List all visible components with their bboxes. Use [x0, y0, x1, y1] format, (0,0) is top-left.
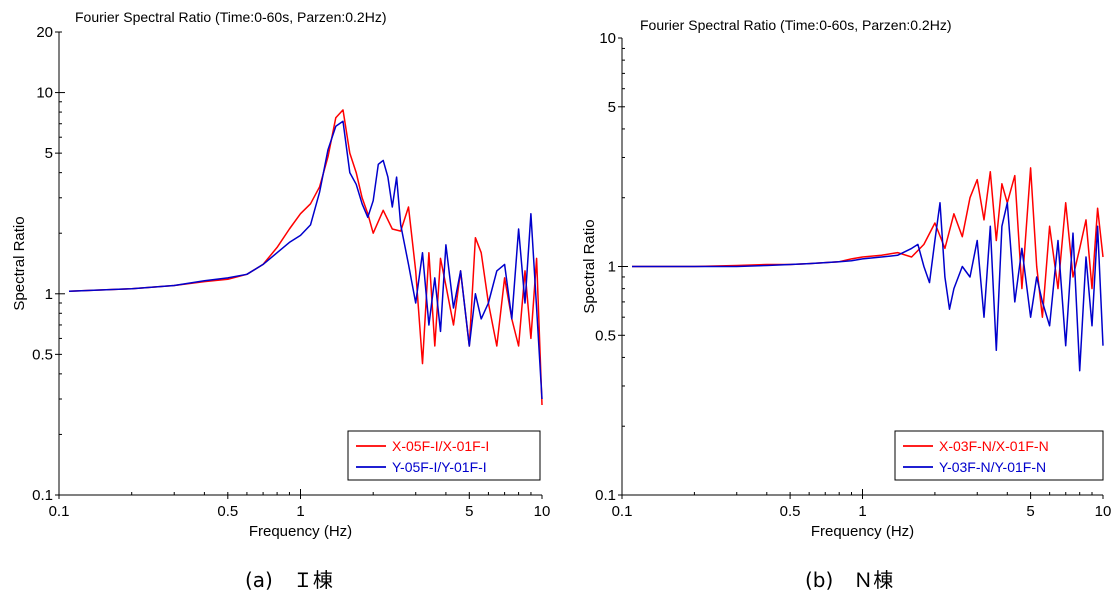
- y-tick-label: 0.1: [32, 487, 53, 504]
- series-line-1: [68, 120, 543, 400]
- y-tick-label: 10: [36, 85, 53, 102]
- legend-box: [347, 430, 541, 481]
- y-tick-label: 5: [45, 145, 53, 162]
- series-line-1: [632, 202, 1104, 372]
- caption-a: (a) Ｉ棟: [245, 568, 333, 592]
- chart-0-group: 0.1 0.5 1 5 10 0.1 0.5 1 5 10 20 Fourier Spectral R…: [11, 9, 550, 540]
- x-tick-label: 5: [1026, 503, 1034, 520]
- legend-box: [894, 430, 1104, 481]
- x-tick-label: 0.5: [780, 503, 801, 520]
- x-tick-label: 1: [858, 503, 866, 520]
- chart-title: Fourier Spectral Ratio (Time:0-60s, Parz…: [640, 17, 951, 33]
- series-line-0: [632, 167, 1104, 318]
- chart-title: Fourier Spectral Ratio (Time:0-60s, Parz…: [75, 9, 386, 25]
- y-tick-label: 5: [608, 99, 616, 116]
- legend-label: Y-05F-I/Y-01F-I: [392, 459, 487, 475]
- series-line-0: [68, 109, 543, 406]
- x-tick-label: 0.5: [217, 503, 238, 520]
- x-tick-label: 10: [534, 503, 551, 520]
- y-tick-label: 20: [36, 24, 53, 41]
- x-tick-label: 0.1: [612, 503, 633, 520]
- x-tick-label: 5: [465, 503, 473, 520]
- y-tick-label: 1: [608, 259, 616, 276]
- x-tick-label: 1: [296, 503, 304, 520]
- y-tick-label: 0.1: [595, 487, 616, 504]
- y-tick-label: 0.5: [595, 327, 616, 344]
- caption-b: (b) Ｎ棟: [805, 568, 894, 592]
- x-tick-label: 10: [1095, 503, 1111, 520]
- y-axis-label: Spectral Ratio: [11, 216, 28, 310]
- legend-label: X-03F-N/X-01F-N: [939, 438, 1049, 454]
- y-axis-label: Spectral Ratio: [581, 219, 598, 313]
- legend-label: Y-03F-N/Y-01F-N: [939, 459, 1046, 475]
- chart-1-group: 0.1 0.5 1 5 10 0.1 0.5 1 5 10 Fourier Spectral Rat…: [581, 17, 1111, 540]
- x-tick-label: 0.1: [49, 503, 70, 520]
- y-tick-label: 0.5: [32, 346, 53, 363]
- legend-label: X-05F-I/X-01F-I: [392, 438, 489, 454]
- y-tick-label: 10: [599, 30, 616, 47]
- x-axis-label: Frequency (Hz): [811, 523, 914, 540]
- x-axis-label: Frequency (Hz): [249, 523, 352, 540]
- y-tick-label: 1: [45, 286, 53, 303]
